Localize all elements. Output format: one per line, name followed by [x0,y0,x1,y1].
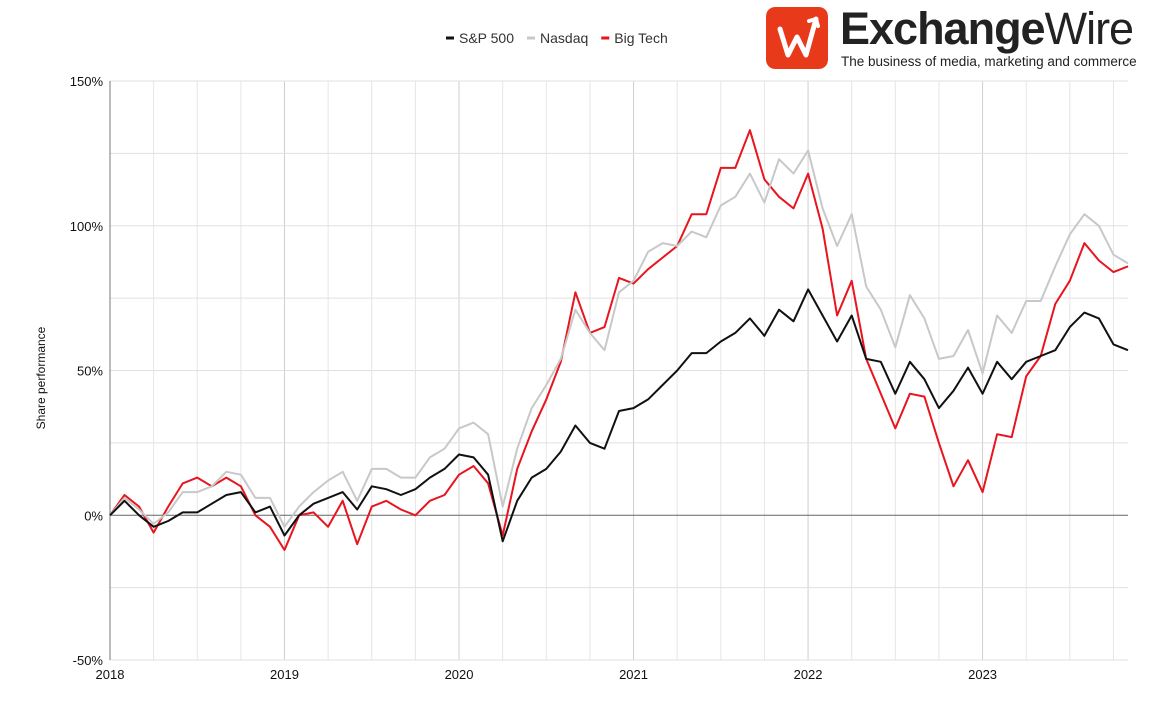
legend-label-s-p-500: S&P 500 [459,30,514,46]
series-lines [109,129,1129,551]
series-line-nasdaq [109,149,1129,528]
x-tick-label: 2022 [794,667,823,682]
y-tick-label: -50% [73,653,104,668]
series-line-s-p-500 [109,288,1129,543]
y-axis-ticks: 150% 100% 50% 0% -50% [70,74,104,668]
x-tick-label: 2023 [968,667,997,682]
legend-label-nasdaq: Nasdaq [540,30,588,46]
y-axis-label: Share performance [34,326,48,429]
exchangewire-w-icon [766,7,828,69]
logo-wordmark: ExchangeWire [840,3,1134,55]
legend: S&P 500 Nasdaq Big Tech [446,30,668,46]
series-line-big-tech [109,129,1129,551]
x-tick-label: 2020 [445,667,474,682]
logo-wordmark-light: Wire [1044,3,1134,54]
logo-tagline: The business of media, marketing and com… [841,54,1137,69]
x-tick-label: 2021 [619,667,648,682]
logo-wordmark-bold: Exchange [840,3,1046,54]
y-tick-label: 150% [70,74,104,89]
y-tick-label: 0% [84,508,103,523]
grid [109,80,1128,661]
x-tick-label: 2019 [270,667,299,682]
y-tick-label: 100% [70,219,104,234]
x-tick-label: 2018 [96,667,125,682]
x-axis-ticks: 2018 2019 2020 2021 2022 2023 [96,667,997,682]
legend-label-big-tech: Big Tech [614,30,667,46]
y-tick-label: 50% [77,364,103,379]
